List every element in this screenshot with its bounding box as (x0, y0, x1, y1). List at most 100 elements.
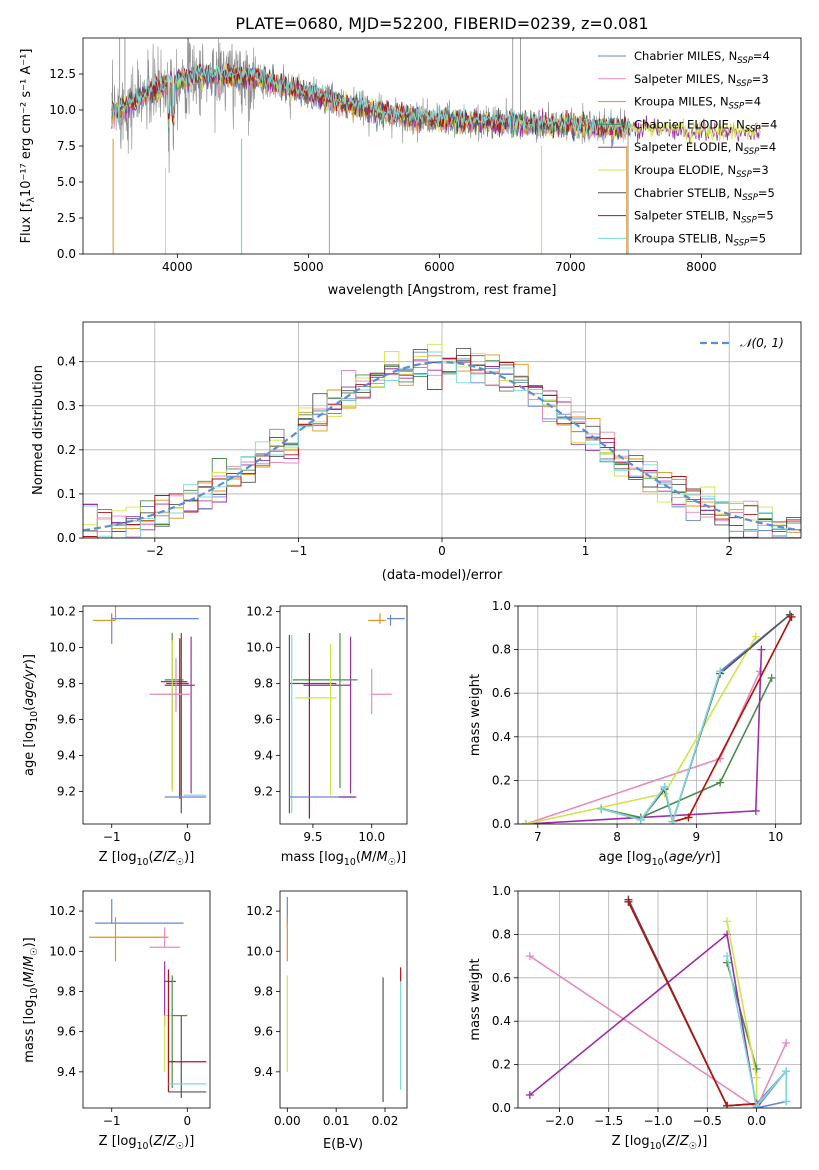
errorbar-point (166, 633, 189, 814)
y-tick-label: 0.6 (492, 971, 511, 985)
y-tick-label: 9.2 (57, 785, 76, 799)
spectrum-data-line (111, 38, 630, 174)
errorbar-point (149, 658, 192, 713)
plot-area (286, 897, 402, 1102)
grid (518, 890, 801, 1109)
axes-frame (279, 890, 408, 1109)
weight-series-line (525, 636, 757, 824)
y-tick-label: 0.2 (492, 773, 511, 787)
weight-marker (684, 813, 693, 822)
x-tick-label: 7 (534, 830, 542, 844)
weight-marker (624, 897, 633, 906)
x-tick-label: 1 (582, 544, 590, 558)
weight-marker (752, 1073, 761, 1082)
errorbar-point (288, 634, 337, 814)
y-tick-label: 9.4 (57, 749, 76, 763)
x-tick-label: 0.0 (747, 1114, 766, 1128)
legend-entry: Chabrier ELODIE, NSSP=4 (634, 117, 777, 134)
x-tick-label: −2.0 (545, 1114, 574, 1128)
x-tick-label: −1 (290, 544, 308, 558)
weight-marker (636, 815, 645, 824)
plot-area (92, 606, 207, 814)
legend-entry: 𝒩(0, 1) (740, 336, 784, 350)
y-tick-label: 10.0 (246, 944, 273, 958)
weight-marker (751, 632, 760, 641)
weight-series-line (529, 955, 787, 1108)
y-tick-label: 9.4 (254, 749, 273, 763)
y-axis-label: Normed distribution (31, 365, 46, 495)
panel-weight_vs_age: 7 8 9 10 0.0 0.2 0.4 0.6 0.8 1.0 age [log10(age/yr… (468, 599, 802, 868)
weight-series-line (600, 671, 721, 824)
weight-marker (751, 806, 760, 815)
figure-title: PLATE=0680, MJD=52200, FIBERID=0239, z=0… (235, 14, 648, 33)
errorbar-point (387, 615, 405, 626)
plot-area (525, 895, 791, 1108)
errorbar-point (149, 927, 180, 948)
weight-marker (723, 952, 732, 961)
weight-series-line (627, 901, 757, 1107)
errorbar-point (371, 669, 392, 715)
x-tick-label: 5000 (293, 260, 324, 274)
y-tick-label: 12.5 (49, 67, 76, 81)
x-tick-label: 4000 (162, 260, 193, 274)
weight-marker (525, 952, 534, 961)
y-tick-label: 0.2 (57, 443, 76, 457)
y-tick-label: 10.2 (49, 904, 76, 918)
y-tick-label: 0.6 (492, 686, 511, 700)
y-tick-label: 0.3 (57, 399, 76, 413)
x-tick-label: 6000 (424, 260, 455, 274)
errorbar-point (171, 975, 188, 1088)
y-tick-label: 0.4 (492, 1014, 511, 1028)
panel-age_vs_mass: 9.5 10.0 9.2 9.4 9.6 9.8 10.0 10.2 mass [log10(M… (246, 604, 408, 868)
y-axis-label: mass weight (468, 958, 483, 1040)
legend-entry: Salpeter MILES, NSSP=3 (634, 72, 769, 89)
y-axis-label: mass weight (468, 674, 483, 756)
weight-marker (660, 782, 669, 791)
legend-entry: Kroupa MILES, NSSP=4 (634, 95, 761, 112)
y-tick-label: 0.0 (492, 1101, 511, 1115)
weight-marker (723, 917, 732, 926)
y-axis-label: Flux [fλ10⁻¹⁷ erg cm⁻² s⁻¹ A⁻¹] (19, 49, 37, 244)
weight-marker (597, 804, 606, 813)
y-axis-label: mass [log10(M/M☉)] (22, 937, 40, 1063)
legend-entry: Chabrier MILES, NSSP=4 (634, 49, 770, 66)
errorbar-point (89, 917, 169, 962)
axes-frame (517, 890, 802, 1109)
y-tick-label: 0.1 (57, 487, 76, 501)
y-tick-label: 9.8 (254, 676, 273, 690)
x-axis-label: Z [log10(Z/Z☉)] (99, 1134, 195, 1152)
weight-series-line (672, 616, 793, 823)
weight-marker (752, 1064, 761, 1073)
weight-series-line (726, 955, 787, 1108)
y-tick-label: 9.8 (254, 984, 273, 998)
y-tick-label: 10.0 (49, 944, 76, 958)
axes-frame (279, 605, 408, 825)
errorbar-point (164, 961, 176, 1026)
legend: 𝒩(0, 1) (700, 336, 784, 350)
y-tick-label: 0.4 (492, 730, 511, 744)
weight-marker (716, 778, 725, 787)
x-tick-label: 10 (768, 830, 783, 844)
legend-entry: Salpeter STELIB, NSSP=5 (634, 209, 774, 226)
panel-weight_vs_Z: −2.0 −1.5 −1.0 −0.5 0.0 0.0 0.2 0.4 0.6 0.8 1.0 Z [… (468, 884, 802, 1152)
axes-frame (517, 605, 802, 825)
axes-frame (82, 605, 211, 825)
weight-marker (716, 667, 725, 676)
y-tick-label: 0.4 (57, 355, 76, 369)
errorbar-point (160, 638, 188, 799)
x-tick-label: 0.01 (323, 1114, 350, 1128)
legend-entry: Kroupa STELIB, NSSP=5 (634, 231, 766, 248)
y-tick-label: 9.8 (57, 984, 76, 998)
y-tick-label: 10.0 (49, 640, 76, 654)
weight-marker (782, 1038, 791, 1047)
histogram-series-8 (83, 351, 801, 538)
x-axis-label: Z [log10(Z/Z☉)] (99, 850, 195, 868)
x-axis-label: wavelength [Angstrom, rest frame] (328, 283, 557, 298)
errorbar-point (295, 643, 337, 796)
x-tick-label: 0 (184, 830, 192, 844)
errorbar-point (95, 899, 184, 924)
x-tick-label: 9 (693, 830, 701, 844)
y-tick-label: 10.0 (49, 103, 76, 117)
x-tick-label: 2 (725, 544, 733, 558)
